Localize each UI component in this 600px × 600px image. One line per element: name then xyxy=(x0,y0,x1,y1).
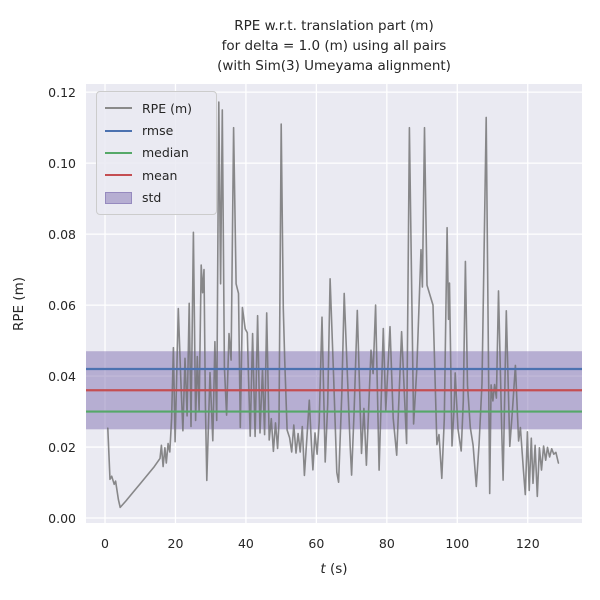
legend-entry-std: std xyxy=(105,187,216,209)
std-patch-swatch-icon xyxy=(105,191,132,204)
x-tick-label: 20 xyxy=(167,536,184,551)
y-tick-label: 0.00 xyxy=(48,510,76,526)
x-axis-label-variable: t xyxy=(320,561,326,577)
x-tick-label: 80 xyxy=(378,536,395,551)
y-tick-label: 0.10 xyxy=(48,155,76,171)
y-tick-label: 0.08 xyxy=(48,226,76,242)
legend-entry-median: median xyxy=(105,142,216,164)
mean-line-swatch-icon xyxy=(105,174,132,177)
legend-entry-mean: mean xyxy=(105,164,216,186)
plot-title: RPE w.r.t. translation part (m) for delt… xyxy=(86,16,582,76)
x-tick-label: 0 xyxy=(101,536,109,551)
rpe-line-swatch-icon xyxy=(105,107,132,110)
title-line-2: for delta = 1.0 (m) using all pairs xyxy=(221,38,447,54)
x-tick-label: 120 xyxy=(515,536,540,551)
legend-entry-rpe: RPE (m) xyxy=(105,97,216,119)
title-line-1: RPE w.r.t. translation part (m) xyxy=(234,18,434,34)
legend-label: mean xyxy=(142,167,178,183)
y-tick-label: 0.12 xyxy=(48,84,76,100)
x-tick-label: 100 xyxy=(445,536,470,551)
y-tick-label: 0.06 xyxy=(48,297,76,313)
median-line-swatch-icon xyxy=(105,151,132,154)
legend-entry-rmse: rmse xyxy=(105,119,216,141)
x-axis-label: t (s) xyxy=(86,561,582,577)
legend-label: rmse xyxy=(142,123,174,139)
legend-label: median xyxy=(142,145,189,161)
rmse-line-swatch-icon xyxy=(105,129,132,132)
legend-label: std xyxy=(142,190,162,206)
title-line-3: (with Sim(3) Umeyama alignment) xyxy=(217,58,451,74)
legend: RPE (m) rmse median mean std xyxy=(96,91,217,215)
x-axis-label-unit: (s) xyxy=(325,561,348,577)
x-tick-label: 40 xyxy=(237,536,254,551)
y-tick-label: 0.04 xyxy=(48,368,76,384)
y-tick-label: 0.02 xyxy=(48,439,76,455)
legend-label: RPE (m) xyxy=(142,100,193,116)
x-tick-label: 60 xyxy=(308,536,325,551)
